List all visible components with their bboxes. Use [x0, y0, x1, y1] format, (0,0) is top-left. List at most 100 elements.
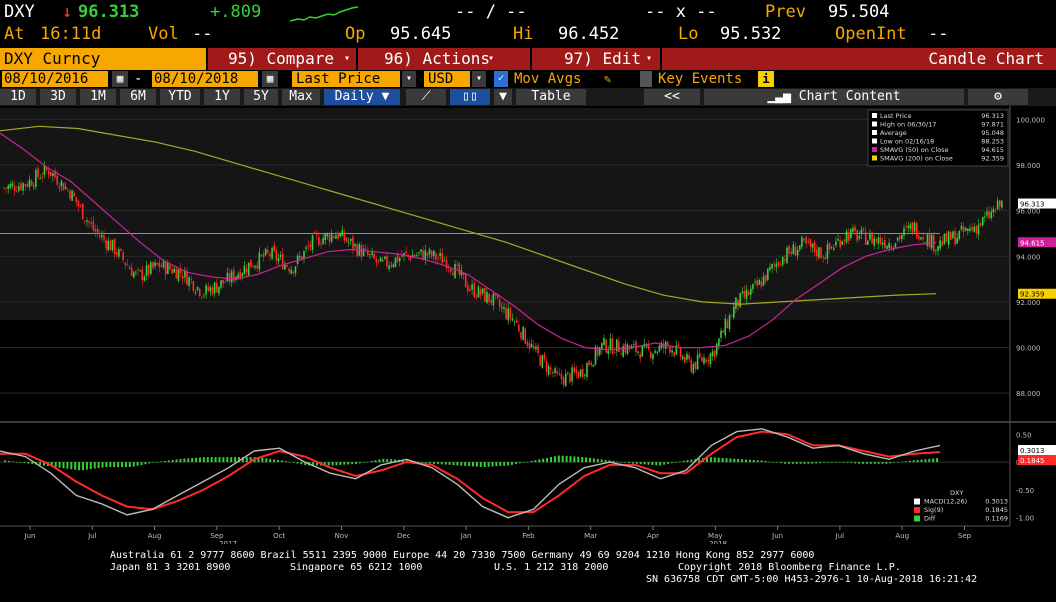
- macd-bar: [62, 462, 65, 469]
- candle-body: [122, 252, 124, 260]
- candle-body: [745, 290, 748, 300]
- candle-type-icon[interactable]: ▯▯: [450, 89, 490, 105]
- candle-body: [394, 257, 397, 267]
- range-1y[interactable]: 1Y: [204, 89, 240, 105]
- legend-label: Diff: [924, 515, 936, 523]
- candle-body: [315, 233, 318, 236]
- macd-bar: [109, 462, 112, 468]
- candle-body: [726, 320, 729, 328]
- actions-button[interactable]: 96) Actions: [358, 48, 530, 70]
- candle-body: [250, 259, 252, 268]
- info-icon[interactable]: i: [758, 71, 774, 87]
- range-max[interactable]: Max: [282, 89, 320, 105]
- chevron-down-icon[interactable]: ▼: [494, 89, 512, 105]
- candle-body: [52, 172, 54, 177]
- candle-body: [96, 228, 99, 233]
- range-ytd[interactable]: YTD: [160, 89, 200, 105]
- candle-body: [501, 306, 503, 309]
- signal-line: [0, 430, 941, 514]
- field-select[interactable]: Last Price: [292, 71, 400, 87]
- currency-select[interactable]: USD: [424, 71, 470, 87]
- range-6m[interactable]: 6M: [120, 89, 156, 105]
- chevron-down-icon[interactable]: ▾: [402, 71, 416, 87]
- period-select[interactable]: Daily ▼: [324, 89, 400, 105]
- macd-bar: [163, 460, 166, 463]
- candle-body: [375, 259, 378, 263]
- price-tick-label: 98.000: [1016, 162, 1041, 170]
- candle-body: [269, 253, 271, 256]
- compare-button[interactable]: 95) Compare: [208, 48, 356, 70]
- candle-body: [818, 247, 820, 258]
- actions-dropdown-icon[interactable]: ▾: [488, 53, 495, 64]
- candle-body: [109, 240, 112, 251]
- edit-button[interactable]: 97) Edit: [532, 48, 660, 70]
- calendar-icon[interactable]: ▦: [112, 71, 128, 87]
- candle-body: [181, 275, 184, 279]
- candle-body: [335, 235, 337, 239]
- calendar-icon[interactable]: ▦: [262, 71, 278, 87]
- start-date-input[interactable]: 08/10/2016: [2, 71, 108, 87]
- macd-bar: [514, 462, 517, 465]
- key-events-checkbox[interactable]: .: [640, 71, 652, 87]
- size: -- x --: [645, 2, 717, 22]
- range-1d[interactable]: 1D: [0, 89, 36, 105]
- pencil-icon[interactable]: ✎: [604, 72, 612, 86]
- candle-body: [984, 216, 986, 218]
- candle-body: [545, 361, 548, 372]
- table-button[interactable]: Table: [516, 89, 586, 105]
- candle-body: [698, 353, 701, 358]
- footer-line1: Australia 61 2 9777 8600 Brazil 5511 239…: [110, 550, 815, 561]
- candle-body: [775, 263, 778, 268]
- candle-body: [103, 235, 105, 240]
- candle-body: [160, 265, 163, 267]
- macd-bar: [807, 462, 810, 464]
- candle-body: [781, 257, 784, 265]
- candle-body: [518, 324, 520, 332]
- candle-body: [120, 248, 122, 251]
- macd-bar: [553, 456, 556, 463]
- candle-body: [362, 248, 365, 256]
- line-chart-icon[interactable]: ⟋: [406, 89, 446, 105]
- candle-body: [56, 175, 58, 185]
- macd-bar: [78, 462, 81, 471]
- chart-area[interactable]: 100.000 98.000 96.000 94.000 92.000 90.000 88.…: [0, 106, 1056, 544]
- compare-dropdown-icon[interactable]: ▾: [344, 53, 351, 64]
- legend-swatch: [872, 155, 877, 161]
- chart-content-button[interactable]: ▁▃▅ Chart Content: [704, 89, 964, 105]
- range-3d[interactable]: 3D: [40, 89, 76, 105]
- candle-body: [837, 239, 839, 241]
- macd-bar: [647, 462, 650, 465]
- candle-body: [926, 234, 929, 246]
- candle-body: [198, 288, 201, 296]
- edit-dropdown-icon[interactable]: ▾: [646, 53, 653, 64]
- range-1m[interactable]: 1M: [80, 89, 116, 105]
- macd-bar: [382, 458, 385, 463]
- candle-body: [456, 264, 458, 266]
- end-date-input[interactable]: 08/10/2018: [152, 71, 258, 87]
- range-5y[interactable]: 5Y: [244, 89, 278, 105]
- macd-bar: [577, 456, 580, 463]
- macd-bar: [351, 462, 354, 465]
- candle-body: [154, 262, 156, 267]
- macd-bar: [698, 458, 701, 463]
- collapse-button[interactable]: <<: [644, 89, 700, 105]
- candle-body: [807, 241, 810, 243]
- candle-body: [260, 255, 263, 256]
- candle-body: [301, 256, 303, 260]
- candle-body: [194, 292, 197, 294]
- candle-body: [754, 281, 756, 283]
- candle-body: [722, 330, 724, 333]
- security-field[interactable]: DXY Curncy: [0, 48, 206, 70]
- macd-bar: [811, 462, 814, 464]
- gear-icon[interactable]: ⚙: [968, 89, 1028, 105]
- x-tick-label: Dec: [397, 532, 411, 540]
- macd-bar: [784, 462, 786, 464]
- chevron-down-icon[interactable]: ▾: [472, 71, 486, 87]
- candle-body: [528, 343, 531, 349]
- candle-body: [345, 237, 348, 242]
- candle-body: [209, 287, 212, 292]
- candle-body: [398, 258, 401, 261]
- mov-avgs-checkbox[interactable]: ✓: [494, 71, 508, 87]
- footer: Australia 61 2 9777 8600 Brazil 5511 239…: [0, 548, 1056, 602]
- candle-body: [407, 254, 410, 256]
